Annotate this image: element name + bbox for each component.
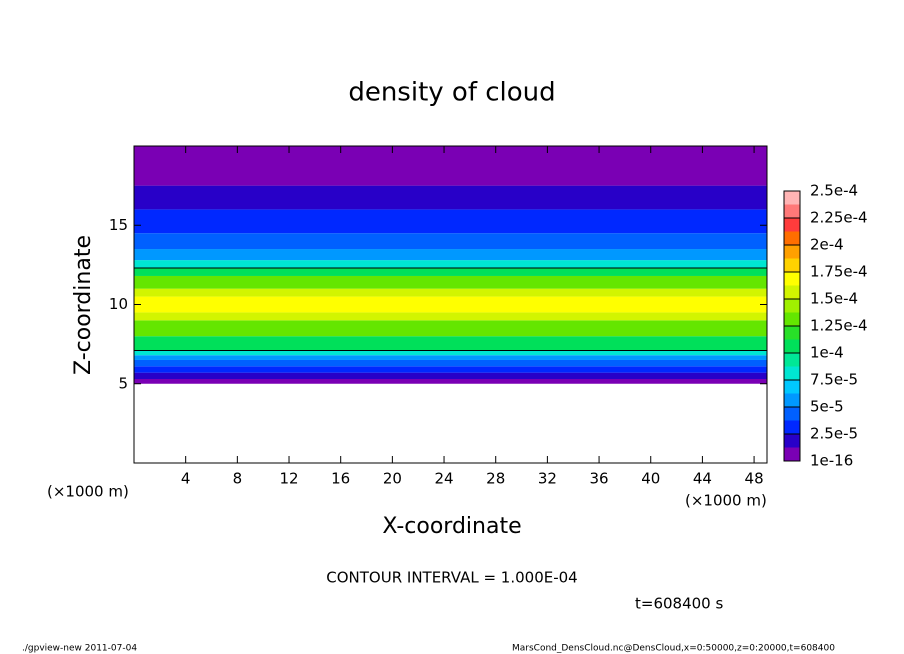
colorbar-band [784, 366, 800, 380]
colorbar-band [784, 393, 800, 407]
colorbar-band [784, 407, 800, 421]
colorbar-tick-label: 7.5e-5 [810, 371, 858, 389]
x-unit-label: (×1000 m) [685, 492, 767, 510]
colorbar-band [784, 447, 800, 461]
colorbar-band [784, 231, 800, 245]
colorbar-tick-label: 2e-4 [810, 236, 844, 254]
x-tick-label: 8 [233, 470, 243, 488]
footer-right: MarsCond_DensCloud.nc@DensCloud,x=0:5000… [512, 644, 835, 654]
colorbar-tick-label: 1.5e-4 [810, 290, 858, 308]
colorbar-band [784, 353, 800, 367]
colorbar-tick-label: 2.25e-4 [810, 209, 868, 227]
field-band [134, 249, 767, 261]
y-tick-label: 10 [109, 295, 128, 313]
colorbar-band [784, 285, 800, 299]
field-band [134, 320, 767, 337]
field-band [134, 336, 767, 351]
x-axis-label: X-coordinate [382, 514, 521, 539]
x-tick-label: 20 [383, 470, 402, 488]
colorbar-band [784, 312, 800, 326]
x-tick-label: 24 [434, 470, 453, 488]
x-tick-label: 12 [279, 470, 298, 488]
y-tick-label: 15 [109, 216, 128, 234]
field-band [134, 312, 767, 321]
y-axis-label: Z-coordinate [71, 235, 96, 375]
colorbar-band [784, 380, 800, 394]
colorbar-band [784, 420, 800, 434]
field-band [134, 355, 767, 360]
colorbar-tick-label: 1.25e-4 [810, 317, 868, 335]
x-unit-label: (×1000 m) [47, 483, 129, 501]
y-tick-label: 5 [118, 374, 128, 392]
colorbar-tick-label: 1e-4 [810, 344, 844, 362]
colorbar-tick-label: 2.5e-4 [810, 182, 858, 200]
field-band [134, 146, 767, 186]
field-band [134, 233, 767, 250]
x-tick-label: 4 [181, 470, 191, 488]
field-band [134, 288, 767, 297]
colorbar-band [784, 218, 800, 232]
x-tick-label: 44 [693, 470, 712, 488]
colorbar-tick-label: 2.5e-5 [810, 425, 858, 443]
colorbar-band [784, 272, 800, 286]
colorbar-band [784, 299, 800, 313]
x-tick-label: 48 [745, 470, 764, 488]
colorbar-band [784, 204, 800, 218]
x-tick-label: 16 [331, 470, 350, 488]
colorbar-band [784, 258, 800, 272]
field-band [134, 378, 767, 384]
field-band [134, 372, 767, 379]
colorbar-tick-label: 5e-5 [810, 398, 844, 416]
field-band [134, 366, 767, 373]
x-tick-label: 32 [538, 470, 557, 488]
field-band [134, 268, 767, 276]
x-tick-label: 36 [590, 470, 609, 488]
colorbar-band [784, 245, 800, 259]
x-tick-label: 28 [486, 470, 505, 488]
footer-left: ./gpview-new 2011-07-04 [22, 644, 137, 654]
colorbar-band [784, 339, 800, 353]
field-band [134, 185, 767, 210]
chart-title: density of cloud [348, 78, 555, 108]
time-label: t=608400 s [635, 595, 723, 613]
x-tick-label: 40 [641, 470, 660, 488]
colorbar-tick-label: 1e-16 [810, 452, 853, 470]
field-band [134, 359, 767, 367]
colorbar-band [784, 326, 800, 340]
colorbar-band [784, 434, 800, 448]
field-band [134, 275, 767, 289]
field-band [134, 209, 767, 234]
contour-interval: CONTOUR INTERVAL = 1.000E-04 [326, 569, 577, 587]
colorbar-tick-label: 1.75e-4 [810, 263, 868, 281]
field-band [134, 260, 767, 269]
field-band [134, 296, 767, 313]
colorbar-band [784, 191, 800, 205]
field-band [134, 350, 767, 356]
